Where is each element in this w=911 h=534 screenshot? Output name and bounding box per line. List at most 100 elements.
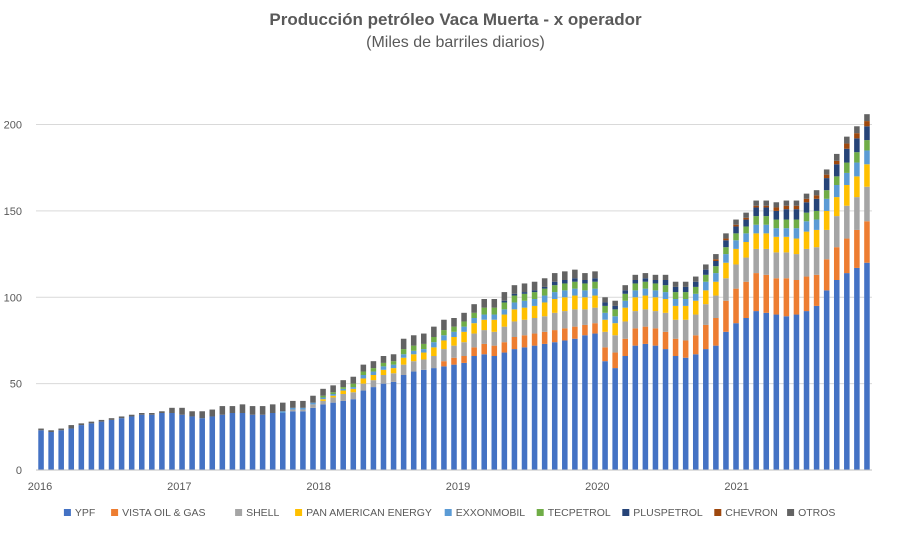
bar-segment bbox=[370, 368, 377, 372]
bar-segment bbox=[370, 371, 377, 375]
bar-segment bbox=[743, 242, 749, 258]
bar-segment bbox=[713, 345, 719, 470]
bar-segment bbox=[823, 290, 830, 470]
bar-segment bbox=[803, 198, 810, 203]
bar-segment bbox=[360, 364, 367, 372]
bar-segment bbox=[622, 321, 628, 339]
bar-segment bbox=[622, 293, 628, 301]
bar-segment bbox=[269, 404, 276, 413]
bar-segment bbox=[703, 349, 709, 470]
bar-segment bbox=[823, 229, 830, 260]
bar-segment bbox=[703, 269, 709, 275]
legend-swatch bbox=[111, 509, 119, 516]
bar-segment bbox=[864, 221, 870, 263]
legend-swatch bbox=[714, 509, 722, 516]
bar-segment bbox=[652, 297, 659, 312]
bar-segment bbox=[612, 300, 618, 306]
bar-segment bbox=[562, 328, 568, 341]
bar-segment bbox=[431, 368, 437, 470]
bar-segment bbox=[280, 411, 286, 413]
bar-segment bbox=[592, 281, 598, 289]
bar-segment bbox=[330, 392, 336, 394]
bar-segment bbox=[833, 176, 840, 185]
bar-segment bbox=[380, 369, 387, 375]
bar-segment bbox=[864, 114, 870, 122]
bar-segment bbox=[471, 312, 477, 318]
legend-swatch bbox=[295, 509, 303, 516]
bar-segment bbox=[521, 300, 528, 308]
bar-segment bbox=[259, 406, 266, 415]
legend-label: SHELL bbox=[246, 507, 279, 519]
bar-segment bbox=[682, 286, 689, 293]
bar-segment bbox=[813, 195, 820, 199]
bar-segment bbox=[159, 413, 165, 470]
bar-segment bbox=[562, 280, 568, 284]
bar-segment bbox=[743, 219, 749, 227]
legend-label: EXXONMOBIL bbox=[456, 507, 526, 519]
bar-segment bbox=[813, 247, 820, 275]
bar-segment bbox=[330, 395, 336, 398]
bar-segment bbox=[632, 283, 639, 291]
bar-segment bbox=[400, 338, 407, 350]
bar-segment bbox=[551, 330, 558, 343]
bar-segment bbox=[642, 295, 649, 310]
bar-segment bbox=[813, 305, 820, 470]
bar-segment bbox=[350, 387, 357, 389]
bar-segment bbox=[753, 224, 759, 234]
bar-segment bbox=[682, 319, 689, 341]
bar-segment bbox=[511, 295, 518, 303]
bar-segment bbox=[199, 418, 205, 470]
legend-swatch bbox=[787, 509, 795, 516]
bar-segment bbox=[431, 337, 437, 343]
bar-segment bbox=[642, 309, 649, 327]
bar-segment bbox=[471, 356, 477, 470]
bar-segment bbox=[108, 418, 115, 420]
bar-segment bbox=[582, 280, 588, 284]
bar-segment bbox=[562, 297, 568, 312]
bar-segment bbox=[753, 216, 759, 225]
bar-segment bbox=[249, 414, 256, 470]
bar-segment bbox=[481, 354, 487, 470]
bar-segment bbox=[773, 278, 780, 315]
bar-segment bbox=[783, 205, 790, 210]
bar-segment bbox=[551, 299, 558, 313]
bar-segment bbox=[854, 267, 860, 470]
bar-segment bbox=[713, 318, 719, 346]
bar-segment bbox=[410, 354, 417, 362]
bar-segment bbox=[451, 364, 457, 470]
bar-segment bbox=[672, 292, 679, 299]
bar-segment bbox=[370, 361, 377, 369]
bar-segment bbox=[763, 233, 770, 249]
bar-segment bbox=[743, 233, 749, 242]
bar-segment bbox=[531, 333, 538, 346]
bar-segment bbox=[763, 205, 770, 208]
bar-segment bbox=[582, 309, 588, 325]
bar-segment bbox=[541, 286, 548, 289]
bar-segment bbox=[854, 197, 860, 230]
bar-segment bbox=[572, 338, 578, 470]
bar-segment bbox=[672, 286, 679, 293]
legend-swatch bbox=[444, 509, 452, 516]
bar-segment bbox=[491, 314, 498, 320]
bar-segment bbox=[642, 343, 649, 470]
bar-segment bbox=[682, 340, 689, 358]
bar-segment bbox=[833, 247, 840, 280]
bar-segment bbox=[249, 406, 256, 415]
bar-segment bbox=[844, 143, 850, 149]
bar-segment bbox=[823, 210, 830, 230]
bar-segment bbox=[290, 400, 296, 408]
bar-segment bbox=[713, 259, 719, 261]
bar-segment bbox=[854, 176, 860, 198]
bar-segment bbox=[713, 266, 719, 274]
bar-segment bbox=[491, 319, 498, 332]
bar-segment bbox=[269, 413, 276, 470]
legend-label: VISTA OIL & GAS bbox=[122, 507, 205, 519]
bar-segment bbox=[662, 331, 669, 350]
bar-segment bbox=[793, 238, 800, 255]
bar-segment bbox=[360, 378, 367, 384]
bar-segment bbox=[803, 311, 810, 470]
bar-segment bbox=[592, 323, 598, 334]
bar-segment bbox=[612, 335, 618, 353]
bar-segment bbox=[572, 281, 578, 289]
bar-segment bbox=[632, 274, 639, 280]
